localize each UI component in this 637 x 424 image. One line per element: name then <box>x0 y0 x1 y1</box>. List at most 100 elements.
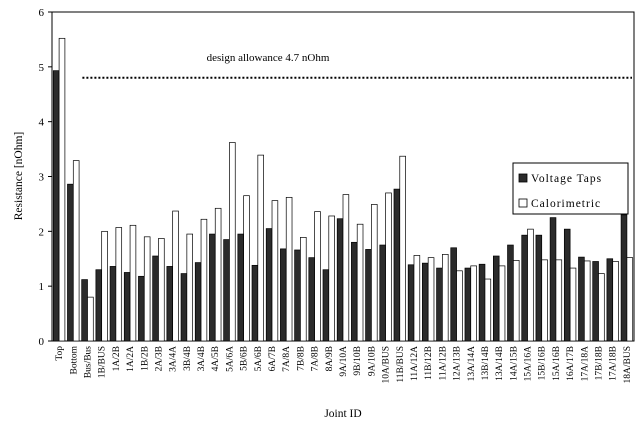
x-tick-label: 1B/2B <box>140 346 150 371</box>
bars-group <box>52 37 634 342</box>
x-tick-label: 8A/9B <box>325 346 335 371</box>
bar-voltage-taps <box>322 269 330 342</box>
legend-swatch-voltage-taps <box>518 173 528 183</box>
bar-voltage-taps <box>549 217 557 342</box>
bar-voltage-taps <box>265 228 273 342</box>
bar-voltage-taps <box>95 269 103 342</box>
x-tick-label: 4A/5B <box>211 346 221 371</box>
x-tick-label: 7A/8B <box>311 346 321 371</box>
x-tick-label: 17A/18B <box>609 346 619 381</box>
x-tick-label: 17B/18B <box>595 346 605 380</box>
bar-calorimetric <box>129 224 137 342</box>
x-tick-label: 6A/7B <box>268 346 278 371</box>
x-tick-label: 11A/12B <box>438 346 448 380</box>
bar-voltage-taps <box>166 266 174 342</box>
x-tick-label: 11A/12A <box>410 346 420 381</box>
y-tick-label: 3 <box>39 172 45 184</box>
legend-swatch-calorimetric <box>518 198 528 208</box>
bar-voltage-taps <box>592 261 599 342</box>
x-tick-label: 13A/14A <box>467 346 477 382</box>
bar-voltage-taps <box>422 262 429 342</box>
bar-calorimetric <box>356 223 364 342</box>
bar-calorimetric <box>243 195 250 342</box>
bar-calorimetric <box>527 228 534 342</box>
bar-calorimetric <box>456 270 463 342</box>
x-tick-label: 11B/BUS <box>396 346 406 383</box>
x-tick-label: 12A/13B <box>453 346 463 381</box>
y-axis-ticks: 0 1 2 3 4 5 6 <box>39 7 52 348</box>
x-tick-label: 3A/4A <box>169 346 179 372</box>
bar-calorimetric <box>612 261 619 342</box>
bar-voltage-taps <box>436 267 443 342</box>
bar-calorimetric <box>143 236 151 342</box>
bar-voltage-taps <box>393 188 401 342</box>
bar-voltage-taps <box>336 218 344 342</box>
bar-calorimetric <box>342 194 350 342</box>
x-tick-label: 15A/16B <box>552 346 562 381</box>
x-tick-label: 13B/14B <box>481 346 491 380</box>
bar-calorimetric <box>470 265 477 342</box>
legend-label-calorimetric: Calorimetric <box>531 198 601 210</box>
bar-voltage-taps <box>251 264 259 342</box>
x-tick-label: 1B/BUS <box>98 346 108 378</box>
bar-voltage-taps <box>223 239 230 342</box>
x-tick-label: 7A/8A <box>282 346 292 372</box>
bar-calorimetric <box>58 37 66 342</box>
x-tick-label: 15B/16B <box>538 346 548 380</box>
bar-voltage-taps <box>294 249 301 342</box>
bar-calorimetric <box>285 196 293 342</box>
bar-voltage-taps <box>138 275 145 342</box>
x-tick-label: 3A/4B <box>197 346 207 371</box>
bar-voltage-taps <box>81 279 88 342</box>
bar-voltage-taps <box>620 214 628 342</box>
bar-calorimetric <box>186 233 194 342</box>
bar-voltage-taps <box>109 266 117 342</box>
y-axis-title: Resistance [nOhm] <box>13 132 25 220</box>
bar-voltage-taps <box>521 234 528 342</box>
bar-calorimetric <box>427 257 435 342</box>
y-tick-label: 0 <box>39 336 45 348</box>
bar-calorimetric <box>569 267 577 342</box>
bar-calorimetric <box>72 160 80 342</box>
x-tick-label: 14A/15B <box>509 346 519 381</box>
x-tick-label: 5B/6B <box>240 346 250 371</box>
bar-calorimetric <box>512 260 520 342</box>
bar-calorimetric <box>271 200 279 342</box>
bar-voltage-taps <box>180 273 188 342</box>
bar-calorimetric <box>257 154 264 342</box>
bar-calorimetric <box>413 255 421 342</box>
y-tick-label: 1 <box>39 281 45 293</box>
x-tick-label: 17A/18A <box>580 346 590 382</box>
bar-calorimetric <box>484 278 492 342</box>
bar-calorimetric <box>101 230 108 342</box>
x-tick-label: 18A/BUS <box>623 346 633 383</box>
bar-voltage-taps <box>67 183 74 342</box>
bar-voltage-taps <box>123 272 131 342</box>
x-tick-label: 5A/6A <box>225 346 235 372</box>
bar-calorimetric <box>498 265 506 342</box>
x-tick-label: Top <box>55 346 65 361</box>
design-allowance-label: design allowance 4.7 nOhm <box>207 52 330 64</box>
legend: Voltage Taps Calorimetric <box>512 162 629 215</box>
bar-calorimetric <box>385 192 392 342</box>
bar-calorimetric <box>115 227 123 342</box>
bar-voltage-taps <box>52 70 60 342</box>
bar-voltage-taps <box>478 263 486 342</box>
bar-calorimetric <box>598 273 605 342</box>
x-axis-ticks: Top Bottom Bus/Bus 1B/BUS 1A/2B 1A/2A 1B/2B 2A/… <box>55 345 633 383</box>
x-tick-label: Bus/Bus <box>83 346 93 379</box>
bar-voltage-taps <box>209 233 216 342</box>
bar-calorimetric <box>158 238 165 342</box>
bar-calorimetric <box>214 207 222 342</box>
bar-calorimetric <box>626 257 634 342</box>
x-tick-label: 10A/BUS <box>382 346 392 383</box>
bar-calorimetric <box>300 237 307 342</box>
y-tick-label: 6 <box>39 7 45 19</box>
bar-calorimetric <box>541 259 548 342</box>
y-tick-label: 4 <box>39 117 45 129</box>
bar-calorimetric <box>87 296 94 342</box>
x-tick-label: 1A/2A <box>126 346 136 372</box>
bar-calorimetric <box>200 218 208 342</box>
x-tick-label: Bottom <box>69 345 79 374</box>
bar-voltage-taps <box>365 249 372 342</box>
